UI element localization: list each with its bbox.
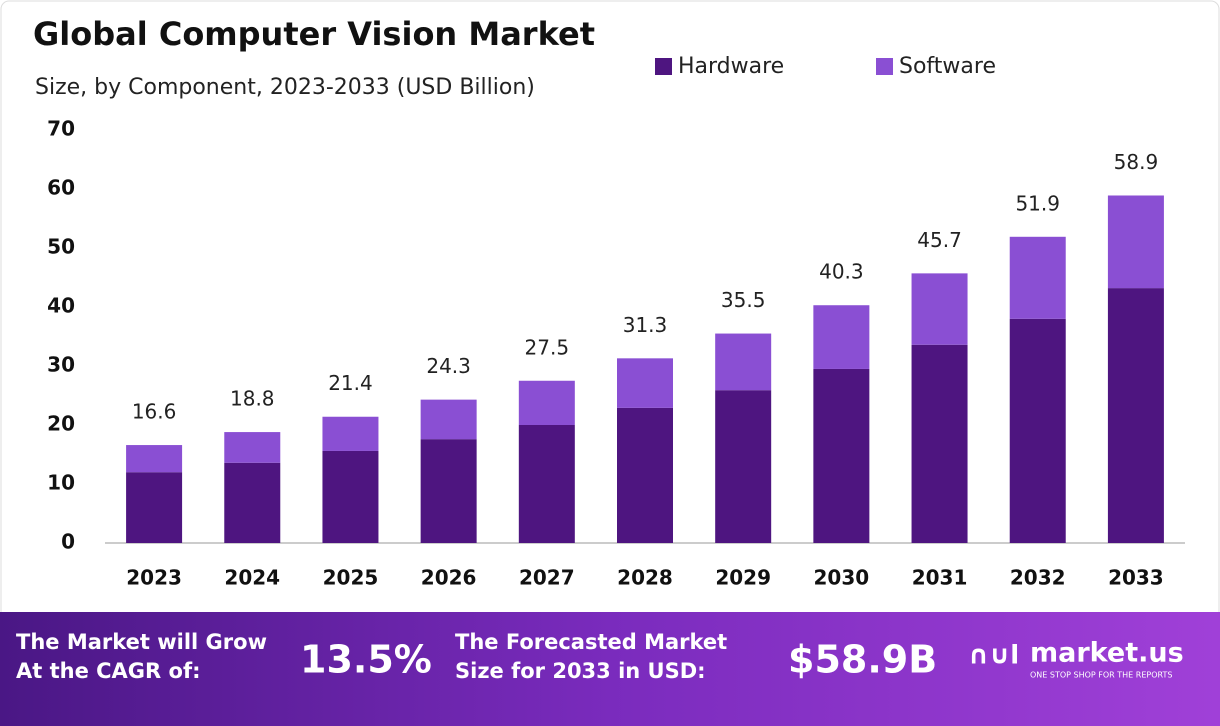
chart-title: Global Computer Vision Market: [33, 15, 595, 53]
y-tick-label: 40: [47, 294, 75, 318]
logo-icon: ∩∪l: [968, 641, 1019, 671]
bar-segment: [617, 407, 673, 543]
x-tick-label: 2025: [323, 566, 379, 590]
bar-segment: [813, 305, 870, 369]
x-tick-label: 2029: [715, 566, 771, 590]
bar-segment: [1009, 236, 1066, 319]
total-label: 27.5: [525, 335, 570, 359]
bar-segment: [126, 445, 183, 473]
bar-segment: [715, 390, 772, 543]
y-tick-label: 60: [47, 176, 75, 200]
bar-segment: [813, 368, 870, 543]
x-tick-label: 2032: [1010, 566, 1066, 590]
bar-segment: [1107, 195, 1164, 289]
footer-forecast: The Forecasted Market Size for 2033 in U…: [455, 630, 728, 683]
legend-swatch: [876, 58, 893, 75]
bar-segment: [224, 432, 281, 463]
bar-segment: [1009, 318, 1066, 543]
total-label: 45.7: [917, 228, 962, 252]
cagr-value: 13.5%: [300, 638, 432, 682]
bar-segment: [322, 450, 379, 543]
bar-segment: [911, 344, 968, 543]
bar-segment: [224, 462, 281, 543]
x-tick-label: 2028: [617, 566, 673, 590]
total-label: 58.9: [1114, 150, 1159, 174]
total-label: 35.5: [721, 288, 766, 312]
bar-segment: [420, 399, 477, 440]
y-tick-label: 10: [47, 471, 75, 495]
y-tick-label: 20: [47, 412, 75, 436]
bar-segment: [1107, 288, 1164, 543]
legend-label: Software: [899, 54, 996, 79]
bar-segment: [420, 439, 477, 543]
bar-segment: [518, 425, 575, 543]
bar-segment: [911, 273, 968, 345]
x-tick-label: 2027: [519, 566, 575, 590]
total-label: 18.8: [230, 387, 275, 411]
x-tick-label: 2031: [912, 566, 968, 590]
total-label: 16.6: [132, 400, 177, 424]
bar-segment: [715, 333, 772, 391]
footer-cagr: The Market will Grow At the CAGR of:: [16, 630, 267, 683]
total-label: 24.3: [426, 354, 471, 378]
total-label: 31.3: [623, 313, 668, 337]
y-tick-label: 50: [47, 235, 75, 259]
x-tick-label: 2026: [421, 566, 477, 590]
y-tick-label: 0: [61, 530, 75, 554]
bar-segment: [126, 472, 183, 543]
total-label: 40.3: [819, 260, 864, 284]
x-tick-label: 2024: [224, 566, 280, 590]
chart-subtitle: Size, by Component, 2023-2033 (USD Billi…: [35, 75, 535, 100]
tagline: ONE STOP SHOP FOR THE REPORTS: [1030, 671, 1172, 680]
bar-segment: [518, 380, 575, 425]
x-tick-label: 2030: [814, 566, 870, 590]
bar-segment: [617, 358, 673, 408]
legend-swatch: [655, 58, 672, 75]
x-tick-label: 2033: [1108, 566, 1164, 590]
legend-label: Hardware: [678, 54, 784, 79]
bar-segment: [322, 416, 379, 451]
y-tick-label: 70: [47, 117, 75, 141]
brand: market.us: [1030, 638, 1184, 669]
footer-band: [0, 612, 1220, 726]
y-tick-label: 30: [47, 353, 75, 377]
forecast-value: $58.9B: [788, 638, 937, 682]
cagr-text: The Market will Grow At the CAGR of:: [16, 630, 267, 683]
forecast-text: The Forecasted Market Size for 2033 in U…: [455, 630, 728, 683]
x-tick-label: 2023: [126, 566, 182, 590]
total-label: 51.9: [1015, 191, 1060, 215]
total-label: 21.4: [328, 371, 373, 395]
